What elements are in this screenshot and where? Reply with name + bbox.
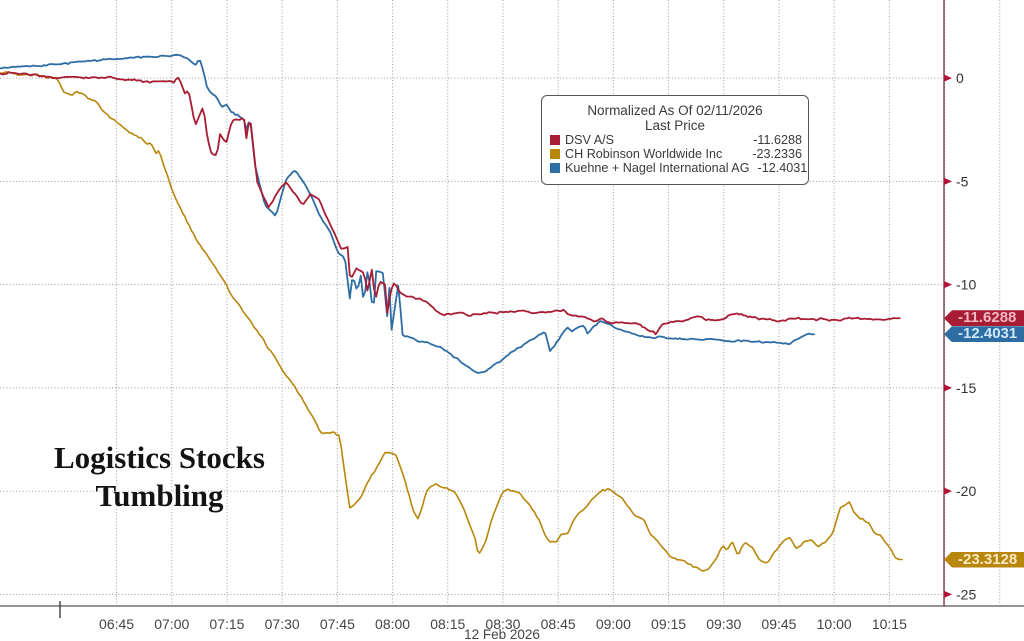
svg-text:07:00: 07:00 bbox=[154, 616, 189, 632]
svg-text:-10: -10 bbox=[956, 277, 976, 293]
svg-text:09:00: 09:00 bbox=[596, 616, 631, 632]
svg-text:07:30: 07:30 bbox=[265, 616, 300, 632]
svg-text:0: 0 bbox=[956, 70, 964, 86]
svg-text:07:45: 07:45 bbox=[320, 616, 355, 632]
svg-text:12 Feb 2026: 12 Feb 2026 bbox=[464, 627, 540, 641]
svg-text:06:45: 06:45 bbox=[99, 616, 134, 632]
svg-text:-20: -20 bbox=[956, 483, 976, 499]
svg-text:-15: -15 bbox=[956, 380, 976, 396]
svg-text:-25: -25 bbox=[956, 586, 976, 602]
svg-text:08:15: 08:15 bbox=[430, 616, 465, 632]
svg-text:09:15: 09:15 bbox=[651, 616, 686, 632]
svg-text:-5: -5 bbox=[956, 173, 969, 189]
svg-text:09:45: 09:45 bbox=[761, 616, 796, 632]
svg-text:07:15: 07:15 bbox=[209, 616, 244, 632]
svg-text:08:00: 08:00 bbox=[375, 616, 410, 632]
svg-text:10:15: 10:15 bbox=[872, 616, 907, 632]
svg-text:09:30: 09:30 bbox=[706, 616, 741, 632]
svg-text:10:00: 10:00 bbox=[817, 616, 852, 632]
svg-text:08:45: 08:45 bbox=[541, 616, 576, 632]
